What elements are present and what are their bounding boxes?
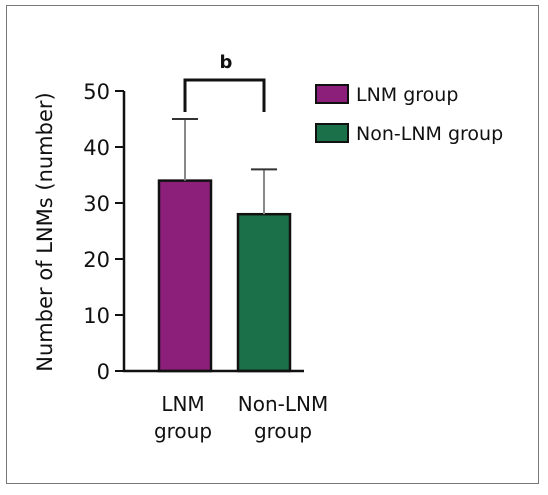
y-tick-label: 10	[83, 304, 110, 328]
significance-label: b	[220, 52, 233, 73]
legend-swatch	[315, 84, 349, 104]
axes	[122, 91, 304, 373]
error-bars	[172, 118, 277, 215]
legend-label: LNM group	[356, 84, 458, 106]
x-category-label: group	[154, 419, 212, 443]
y-tick-label: 50	[83, 80, 110, 104]
y-axis-ticks: 0 10 20 30 40 50	[83, 80, 124, 384]
x-axis-category-labels: LNM group Non-LNM group	[154, 392, 328, 443]
y-tick-label: 30	[83, 192, 110, 216]
y-axis-title: Number of LNMs (number)	[33, 92, 57, 371]
y-tick-label: 20	[83, 248, 110, 272]
bar-lnm	[157, 179, 213, 373]
bars	[157, 179, 292, 373]
x-category-label: group	[254, 419, 312, 443]
legend: LNM group Non-LNM group	[315, 84, 503, 145]
x-category-label: LNM	[161, 392, 204, 416]
y-tick-label: 0	[97, 360, 110, 384]
x-category-label: Non-LNM	[238, 392, 328, 416]
bar-non-lnm	[236, 212, 292, 373]
legend-swatch	[315, 123, 349, 143]
significance-annotation: b	[183, 52, 266, 112]
y-axis-title-group: Number of LNMs (number)	[33, 92, 57, 371]
legend-label: Non-LNM group	[356, 123, 503, 145]
significance-bracket	[183, 78, 266, 112]
y-tick-label: 40	[83, 136, 110, 160]
